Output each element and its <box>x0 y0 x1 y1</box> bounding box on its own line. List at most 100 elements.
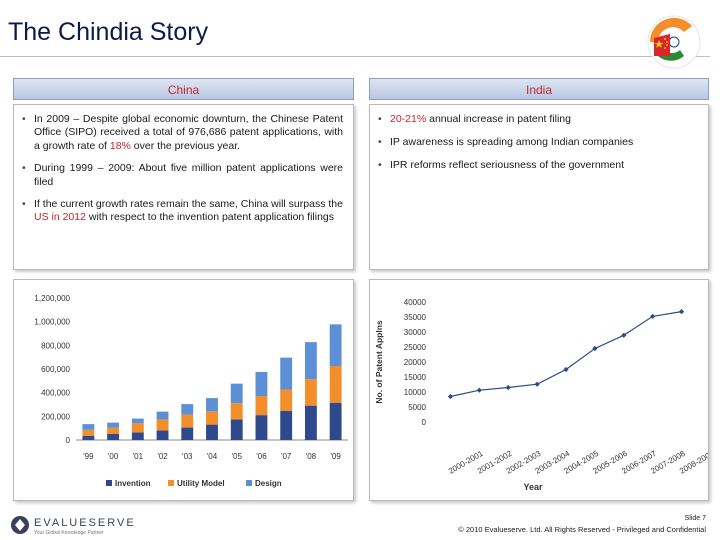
bar-invention <box>230 419 243 440</box>
india-bullet-2: IP awareness is spreading among Indian c… <box>378 136 698 149</box>
china-panel: In 2009 – Despite global economic downtu… <box>13 104 354 270</box>
data-point <box>678 309 685 315</box>
bar-design <box>206 398 218 412</box>
evalueserve-logo: EVALUESERVE Your Global Knowledge Partne… <box>11 516 136 536</box>
data-point <box>476 387 482 393</box>
x-tick-label: '00 <box>108 452 119 461</box>
legend-label: Utility Model <box>177 479 225 488</box>
bar-invention <box>181 427 194 440</box>
china-bullet-1: In 2009 – Despite global economic downtu… <box>22 113 343 153</box>
legend-swatch <box>106 480 112 486</box>
bar-invention <box>107 433 120 440</box>
bar-invention <box>255 415 268 440</box>
x-tick-label: '06 <box>256 452 267 461</box>
bar-utility-model <box>304 379 317 406</box>
bar-invention <box>280 411 293 440</box>
x-tick-label: '99 <box>83 452 94 461</box>
y-tick-label: 0 <box>66 436 71 445</box>
y-tick-label: 5000 <box>408 403 426 412</box>
title-divider <box>0 56 710 57</box>
slide-title: The Chindia Story <box>8 18 209 46</box>
y-tick-label: 200,000 <box>41 412 70 421</box>
bar-design <box>107 422 120 428</box>
bar-invention <box>82 435 95 440</box>
logo-wordmark: EVALUESERVE <box>34 517 136 529</box>
y-tick-label: 20000 <box>404 358 427 367</box>
y-tick-label: 10000 <box>404 388 427 397</box>
china-patent-bar-chart: 0 200,000 400,000 600,000 800,000 1,000,000 1,… <box>34 294 348 488</box>
y-tick-label: 1,200,000 <box>34 294 70 303</box>
x-tick-label: '08 <box>306 452 317 461</box>
data-point <box>563 366 569 373</box>
india-bullet-3: IPR reforms reflect seriousness of the g… <box>378 159 698 172</box>
bar-utility-model <box>156 419 169 431</box>
india-bullet-1: 20-21% annual increase in patent filing <box>378 113 698 126</box>
y-tick-label: 15000 <box>404 373 427 382</box>
y-tick-label: 25000 <box>404 343 427 352</box>
bar-design <box>82 424 95 430</box>
china-bullet-2: During 1999 – 2009: About five million p… <box>22 162 343 189</box>
y-tick-label: 30000 <box>404 328 427 337</box>
bar-design <box>280 357 293 390</box>
bar-utility-model <box>206 411 218 425</box>
china-bullet-3: If the current growth rates remain the s… <box>22 198 343 225</box>
bar-utility-model <box>280 389 293 412</box>
bar-design <box>255 371 268 396</box>
india-patent-line-chart: 0 5000 10000 15000 20000 25000 30000 35000 40000… <box>374 298 716 492</box>
x-tick-label: '09 <box>330 452 341 461</box>
india-header: India <box>369 78 709 100</box>
y-tick-label: 0 <box>422 418 427 427</box>
slide-number: Slide 7 <box>684 515 706 522</box>
india-panel: 20-21% annual increase in patent filing … <box>369 104 709 270</box>
bar-design <box>304 342 317 380</box>
x-tick-label: '01 <box>133 452 144 461</box>
bar-utility-model <box>255 395 268 416</box>
y-tick-label: 600,000 <box>41 365 70 374</box>
china-header: China <box>13 78 354 100</box>
legend-swatch <box>168 480 174 486</box>
china-chart-panel: 0 200,000 400,000 600,000 800,000 1,000,000 1,… <box>13 279 354 501</box>
series-line <box>450 311 682 398</box>
bar-utility-model <box>181 414 194 428</box>
data-point <box>505 384 511 391</box>
bar-invention <box>304 405 317 440</box>
x-tick-label: '05 <box>232 452 243 461</box>
y-tick-label: 40000 <box>404 298 427 307</box>
legend-swatch <box>246 480 252 486</box>
copyright-text: © 2010 Evalueserve. Ltd. All Rights Rese… <box>458 525 706 534</box>
bar-design <box>181 404 194 415</box>
bar-design <box>329 324 342 367</box>
y-tick-label: 35000 <box>404 313 427 322</box>
chindia-flag-logo <box>647 15 701 69</box>
bar-utility-model <box>107 427 120 434</box>
x-axis-label: Year <box>523 482 543 492</box>
bar-design <box>156 411 169 420</box>
x-tick-label: '02 <box>157 452 168 461</box>
bar-design <box>230 383 243 404</box>
bar-utility-model <box>329 366 342 403</box>
x-tick-label: '07 <box>281 452 292 461</box>
y-axis-label: No. of Patent Applns <box>374 320 384 404</box>
bar-utility-model <box>131 423 144 433</box>
bar-invention <box>329 402 342 440</box>
bar-invention <box>131 432 144 440</box>
data-point <box>621 332 627 338</box>
y-tick-label: 800,000 <box>41 341 70 350</box>
bar-invention <box>206 424 218 440</box>
bar-utility-model <box>230 403 243 420</box>
bar-invention <box>156 430 169 440</box>
y-tick-label: 400,000 <box>41 389 70 398</box>
india-chart-panel: 0 5000 10000 15000 20000 25000 30000 35000 40000… <box>369 279 716 501</box>
bar-design <box>131 418 144 424</box>
data-point <box>650 313 656 319</box>
x-tick-label: '04 <box>207 452 218 461</box>
bar-utility-model <box>82 429 95 436</box>
logo-tagline: Your Global Knowledge Partner <box>34 530 104 536</box>
legend-label: Invention <box>115 479 151 488</box>
y-tick-label: 1,000,000 <box>34 318 70 327</box>
x-tick-label: '03 <box>182 452 193 461</box>
data-point <box>534 381 540 387</box>
data-point <box>447 393 454 400</box>
legend-label: Design <box>255 479 282 488</box>
data-point <box>592 345 598 352</box>
